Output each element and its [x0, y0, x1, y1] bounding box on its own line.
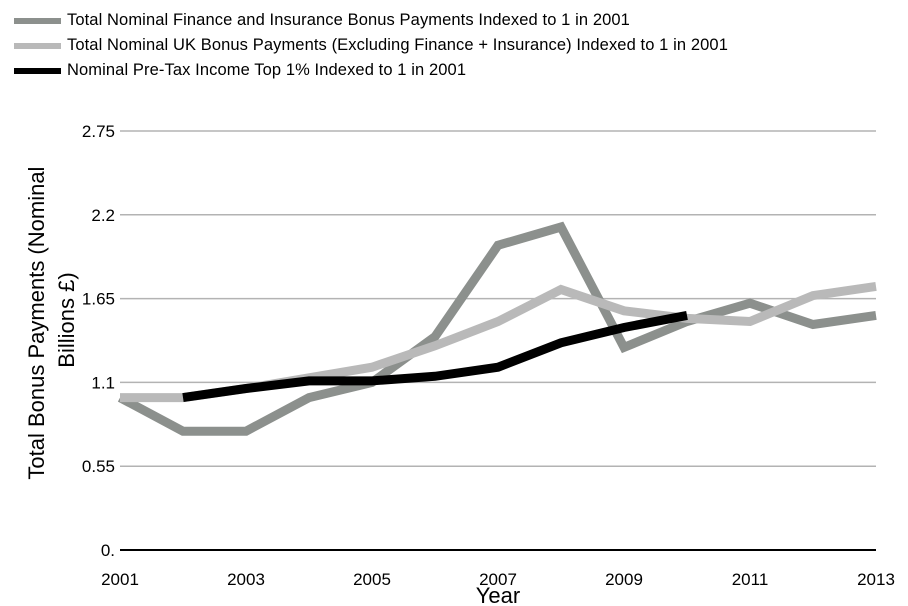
legend-item-uk-excluding: Total Nominal UK Bonus Payments (Excludi… — [14, 33, 728, 58]
x-tick-label: 2009 — [605, 570, 643, 589]
legend-item-top-1-percent: Nominal Pre-Tax Income Top 1% Indexed to… — [14, 58, 728, 83]
y-tick-label: 0.55 — [82, 457, 115, 476]
y-tick-label: 1.65 — [82, 290, 115, 309]
x-tick-labels: 2001 2003 2005 2007 2009 2011 2013 — [101, 570, 895, 589]
gridlines — [120, 130, 876, 551]
x-tick-label: 2003 — [227, 570, 265, 589]
x-axis-title: Year — [476, 583, 520, 606]
x-tick-label: 2007 — [479, 570, 517, 589]
legend-label-finance: Total Nominal Finance and Insurance Bonu… — [67, 11, 630, 29]
y-tick-label: 2.75 — [82, 122, 115, 141]
y-tick-labels: 0. 0.55 1.1 1.65 2.2 2.75 — [82, 122, 115, 560]
x-tick-label: 2013 — [857, 570, 895, 589]
y-tick-label: 2.2 — [91, 206, 115, 225]
x-tick-label: 2005 — [353, 570, 391, 589]
y-tick-label: 1.1 — [91, 373, 115, 392]
legend-item-finance: Total Nominal Finance and Insurance Bonu… — [14, 8, 728, 33]
y-axis-title: Total Bonus Payments (Nominal Billions £… — [24, 160, 79, 479]
y-axis-title-line-1: Total Bonus Payments (Nominal — [24, 167, 49, 480]
series-line-1 — [117, 221, 877, 436]
x-tick-label: 2011 — [732, 570, 769, 589]
legend: Total Nominal Finance and Insurance Bonu… — [14, 8, 728, 83]
legend-label-top-1-percent: Nominal Pre-Tax Income Top 1% Indexed to… — [67, 61, 467, 79]
legend-swatch-uk-excluding — [14, 42, 61, 49]
y-tick-label: 0. — [101, 541, 115, 560]
legend-label-uk-excluding: Total Nominal UK Bonus Payments (Excludi… — [67, 36, 728, 54]
y-axis-title-line-2: Billions £) — [54, 272, 79, 367]
x-tick-label: 2001 — [101, 570, 139, 589]
series-line-3 — [182, 310, 688, 403]
legend-swatch-finance — [14, 17, 61, 24]
series-lines — [117, 221, 877, 436]
legend-swatch-top-1-percent — [14, 67, 61, 74]
